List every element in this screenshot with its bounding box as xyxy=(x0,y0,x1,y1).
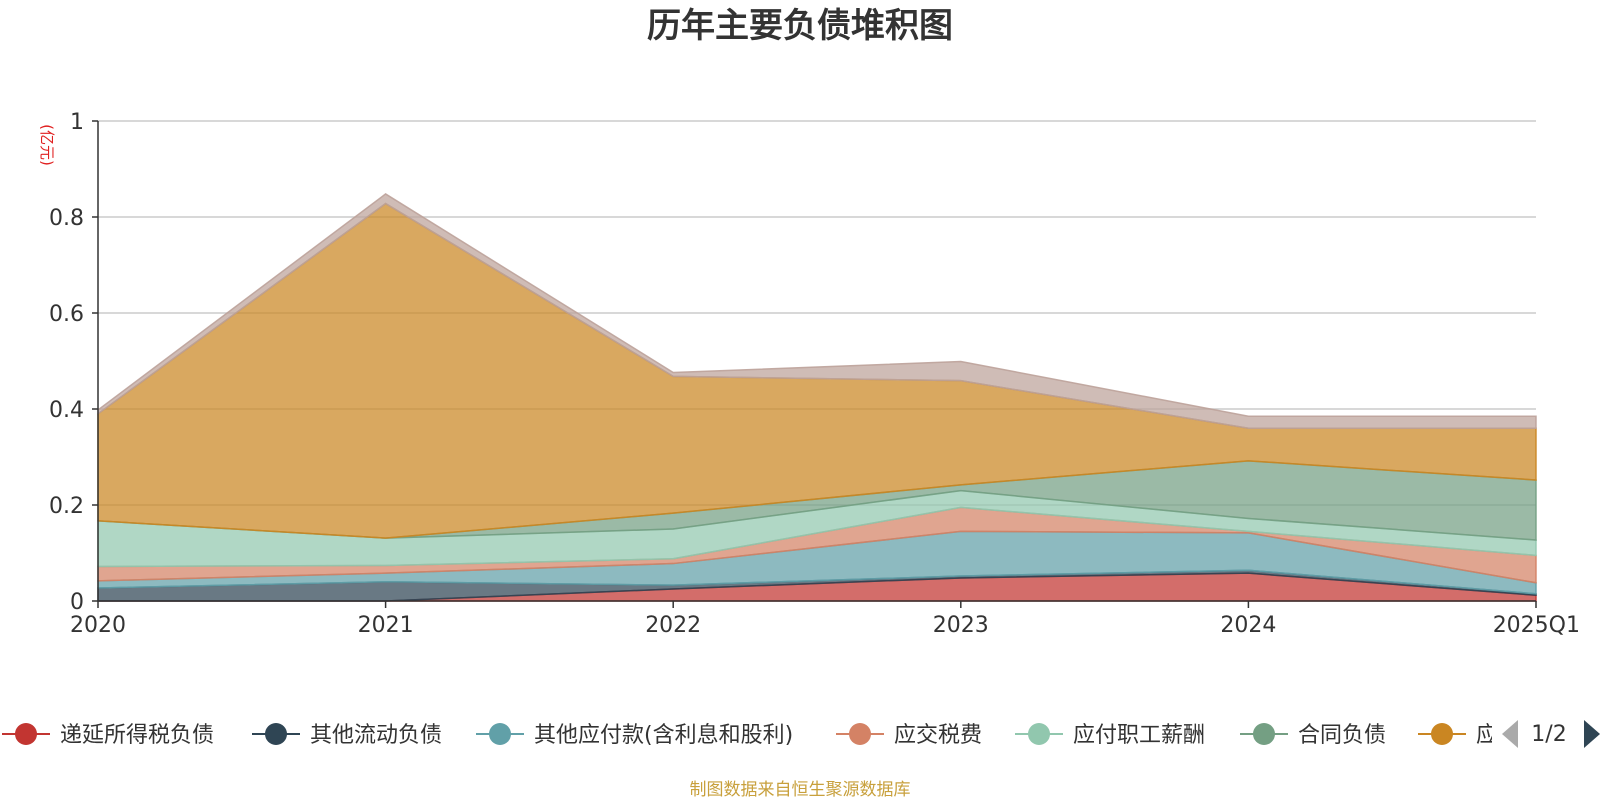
y-tick-label: 0 xyxy=(70,590,84,615)
legend-prev-icon[interactable] xyxy=(1502,720,1518,748)
legend-items: 递延所得税负债 其他流动负债 其他应付款(含利息和股利) 应交税费 应付职工薪酬 合同负债… xyxy=(2,723,1564,748)
y-tick-labels: 0 0.2 0.4 0.6 0.8 1 xyxy=(49,110,84,615)
legend-item[interactable]: 递延所得税负债 xyxy=(2,723,214,748)
legend-next-icon[interactable] xyxy=(1584,720,1600,748)
x-tick-label: 2021 xyxy=(358,613,414,638)
legend-label: 应交税费 xyxy=(894,723,982,748)
x-tick-label: 2020 xyxy=(70,613,126,638)
y-tick-label: 0.2 xyxy=(49,494,84,519)
legend-item[interactable]: 应交税费 xyxy=(836,723,982,748)
legend: 递延所得税负债 其他流动负债 其他应付款(含利息和股利) 应交税费 应付职工薪酬 合同负债… xyxy=(2,723,1564,748)
legend-marker-icon xyxy=(1431,723,1453,745)
y-tick-label: 1 xyxy=(70,110,84,135)
legend-item[interactable]: 其他流动负债 xyxy=(252,723,442,748)
legend-marker-icon xyxy=(849,723,871,745)
y-tick-label: 0.4 xyxy=(49,398,84,423)
legend-label: 其他应付款(含利息和股利) xyxy=(534,723,793,748)
legend-label: 合同负债 xyxy=(1298,723,1386,748)
legend-marker-icon xyxy=(265,723,287,745)
legend-label: 递延所得税负债 xyxy=(60,723,214,748)
y-axis-unit: (亿元) xyxy=(38,124,56,166)
data-source-note: 制图数据来自恒生聚源数据库 xyxy=(690,780,911,800)
x-tick-label: 2023 xyxy=(933,613,989,638)
legend-item[interactable]: 应付账款 xyxy=(1418,723,1564,748)
legend-item[interactable]: 合同负债 xyxy=(1240,723,1386,748)
y-tick-label: 0.8 xyxy=(49,206,84,231)
area-series-8 xyxy=(97,193,1537,429)
x-tick-labels: 2020 2021 2022 2023 2024 2025Q1 xyxy=(70,613,1580,638)
legend-label: 应付账款 xyxy=(1476,723,1564,748)
x-tick-label: 2022 xyxy=(645,613,701,638)
legend-label: 应付职工薪酬 xyxy=(1073,723,1205,748)
legend-item[interactable]: 应付职工薪酬 xyxy=(1015,723,1205,748)
legend-marker-icon xyxy=(1028,723,1050,745)
legend-marker-icon xyxy=(489,723,511,745)
chart-title: 历年主要负债堆积图 xyxy=(647,6,953,46)
legend-marker-icon xyxy=(15,723,37,745)
legend-item[interactable]: 其他应付款(含利息和股利) xyxy=(476,723,793,748)
y-tick-label: 0.6 xyxy=(49,302,84,327)
legend-marker-icon xyxy=(1253,723,1275,745)
legend-label: 其他流动负债 xyxy=(310,723,442,748)
axes xyxy=(92,120,1537,608)
x-tick-label: 2024 xyxy=(1220,613,1276,638)
area-series xyxy=(97,193,1537,602)
legend-page-indicator: 1/2 xyxy=(1531,722,1566,747)
x-tick-label: 2025Q1 xyxy=(1493,613,1580,638)
legend-pager: 1/2 xyxy=(1502,720,1600,748)
